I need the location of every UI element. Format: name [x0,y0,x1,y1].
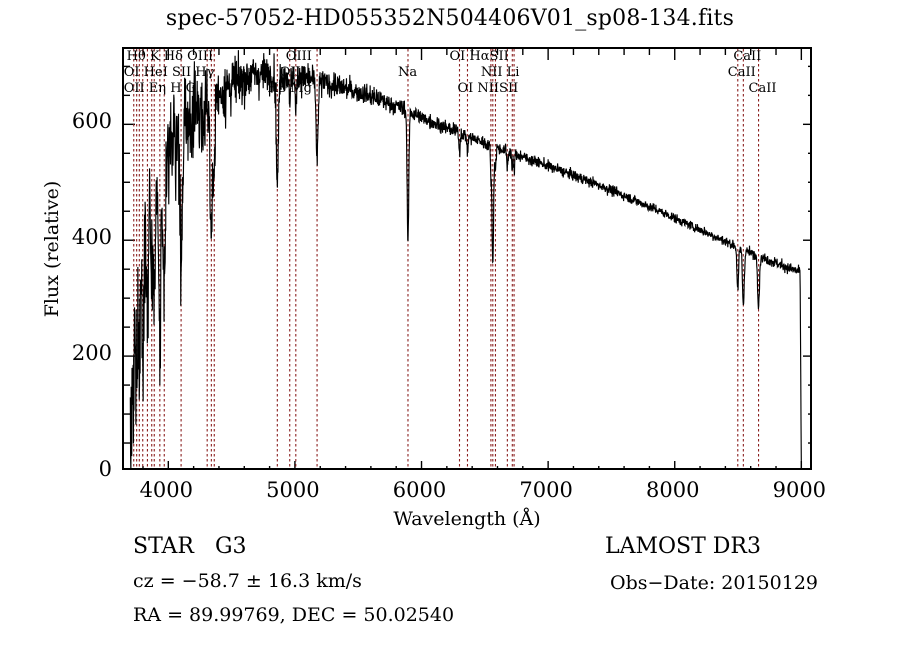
plot-canvas [124,49,810,468]
line-id-label: Na [397,65,418,80]
obs-date: Obs−Date: 20150129 [610,572,818,594]
y-axis-label: Flux (relative) [41,180,63,318]
line-id-label: OI HeI SII Hγ [123,65,215,80]
line-id-label: Hβ Mg [267,81,312,96]
axis-ticks [124,49,810,468]
line-id-label: Hθ K Hδ OIII [126,49,214,64]
spectrum-svg [124,49,810,468]
line-markers [133,49,760,468]
line-id-label: CaII [748,81,777,96]
line-id-label: OI NIISII [457,81,519,96]
line-id-label: OI HαSII [449,49,509,64]
x-tick-label: 5000 [266,478,320,502]
line-id-label: CaII [727,65,756,80]
x-tick-label: 8000 [645,478,700,502]
y-tick-label: 200 [71,341,112,366]
line-id-label: OIII [285,49,312,64]
survey-label: LAMOST DR3 [605,534,761,559]
redshift-velocity: cz = −58.7 ± 16.3 km/s [133,570,362,592]
x-tick-label: 7000 [519,478,573,502]
line-id-label: CaII [733,49,762,64]
y-tick-label: 600 [71,109,112,134]
line-id-label: OII Eη H G [123,81,197,96]
spectrum-plot [122,47,812,470]
line-id-label: NII Li [480,65,520,80]
coordinates: RA = 89.99769, DEC = 50.02540 [133,604,455,626]
x-tick-label: 6000 [392,478,447,502]
y-tick-label: 400 [71,225,112,250]
x-tick-label: 4000 [139,478,194,502]
x-tick-label: 9000 [772,478,827,502]
y-tick-label: 0 [98,457,112,481]
x-axis-label: Wavelength (Å) [393,508,541,530]
spectrum-trace [129,50,802,468]
page-title: spec-57052-HD055352N504406V01_sp08-134.f… [165,6,735,31]
object-type-label: STAR G3 [133,534,247,559]
line-id-label: OIII [279,65,306,80]
